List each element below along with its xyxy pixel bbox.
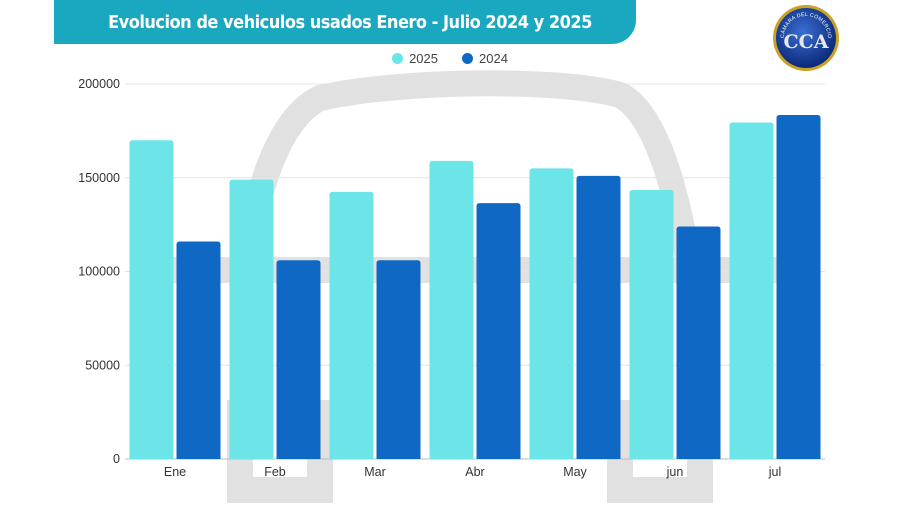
bar-2025-jul [729, 122, 774, 459]
bar-2025-jun [629, 189, 674, 459]
y-tick-label: 100000 [78, 265, 120, 279]
y-tick-label: 150000 [78, 171, 120, 185]
x-tick-label: jul [768, 465, 782, 479]
x-tick-label: Mar [364, 465, 386, 479]
cca-logo: CÁMARA DEL COMERCIO AUTOMOTOR CCA [772, 4, 839, 71]
bar-2025-Mar [329, 191, 374, 459]
x-tick-label: May [563, 465, 587, 479]
x-tick-label: Feb [264, 465, 286, 479]
bar-2025-Ene [129, 140, 174, 459]
bar-2024-Ene [176, 241, 221, 459]
bar-2025-Abr [429, 160, 474, 459]
x-tick-label: Ene [164, 465, 186, 479]
legend-label-2024: 2024 [479, 51, 508, 66]
bar-2024-Mar [376, 260, 421, 459]
legend-label-2025: 2025 [409, 51, 438, 66]
x-tick-label: jun [666, 465, 684, 479]
legend-item-2024: 2024 [462, 51, 508, 66]
legend: 2025 2024 [0, 51, 900, 66]
legend-swatch-2024 [462, 53, 473, 64]
chart-title: Evolucion de vehiculos usados Enero - Ju… [108, 11, 592, 33]
bar-2024-Feb [276, 260, 321, 459]
bar-2025-Feb [229, 179, 274, 459]
legend-swatch-2025 [392, 53, 404, 64]
y-tick-label: 0 [113, 452, 120, 466]
y-tick-label: 200000 [78, 77, 120, 91]
bar-2024-May [576, 175, 621, 459]
bar-2024-jul [776, 114, 821, 459]
legend-item-2025: 2025 [392, 51, 438, 66]
x-tick-label: Abr [465, 465, 484, 479]
title-banner: Evolucion de vehiculos usados Enero - Ju… [54, 0, 636, 44]
y-tick-label: 50000 [85, 358, 120, 372]
bar-2024-Abr [476, 203, 521, 459]
bar-2024-jun [676, 226, 721, 459]
logo-monogram: CCA [784, 31, 829, 53]
bar-2025-May [529, 168, 574, 459]
